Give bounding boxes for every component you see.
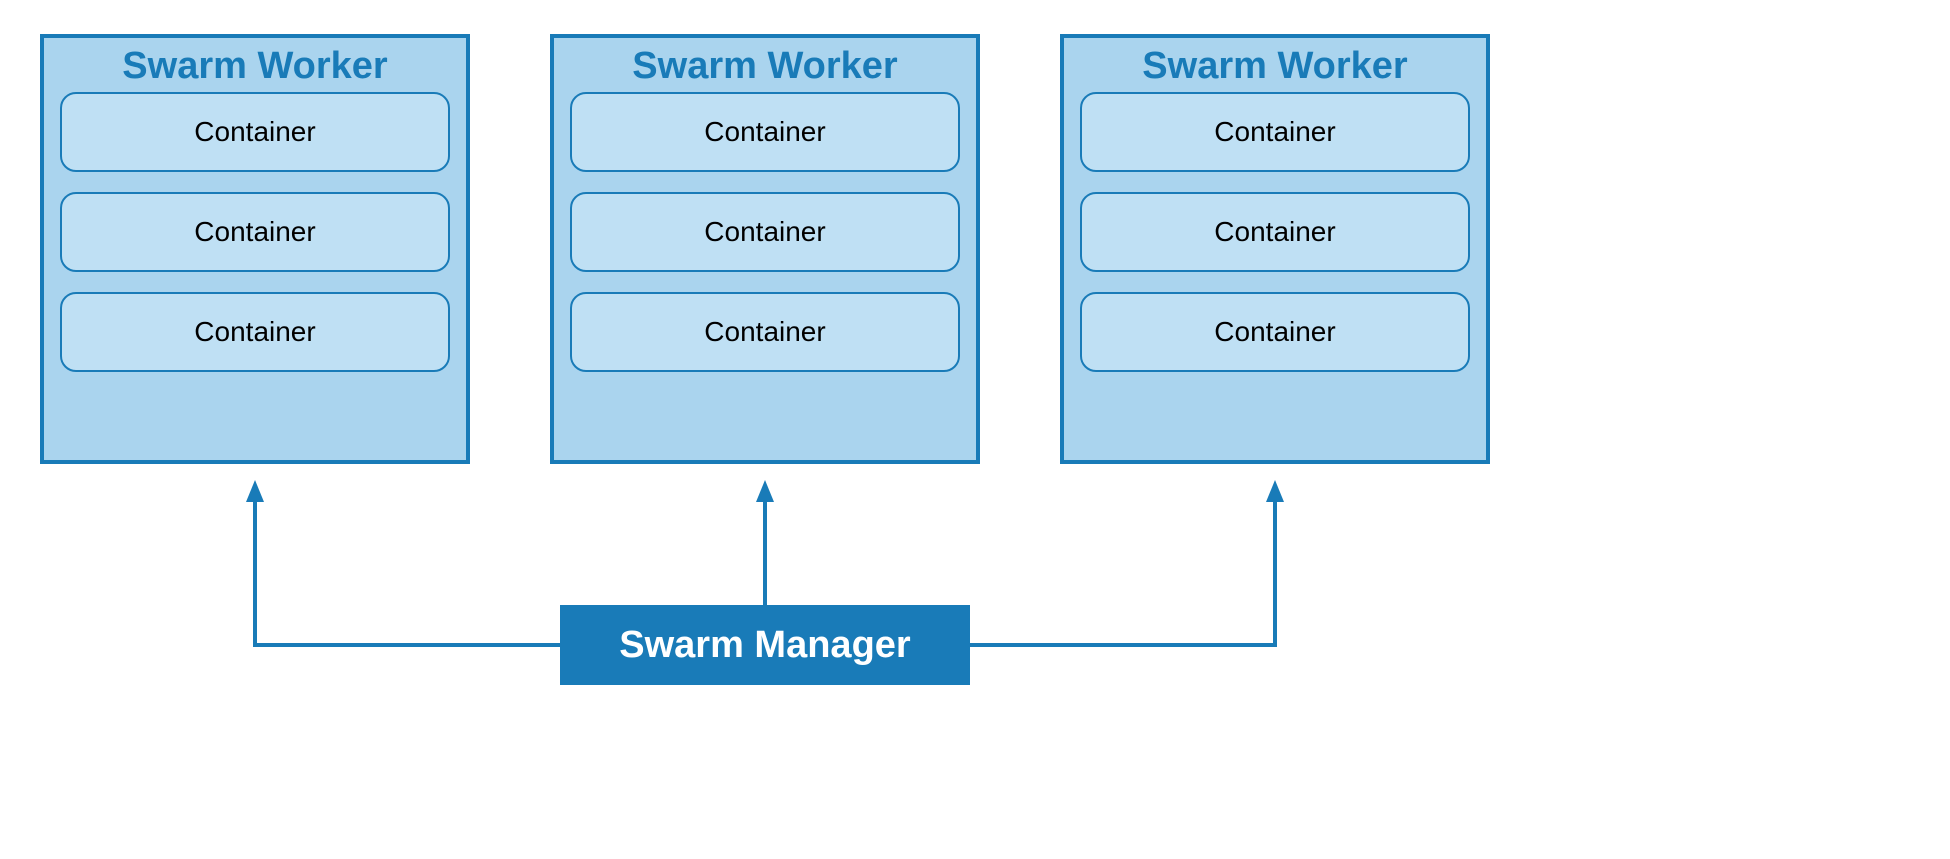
diagram-canvas: Swarm Worker Container Container Container S… (0, 0, 1950, 859)
container-label: Container (1214, 216, 1335, 248)
container-box: Container (570, 192, 960, 272)
swarm-worker-title: Swarm Worker (554, 40, 976, 92)
edge-arrowhead-icon (756, 480, 774, 502)
edge-arrowhead-icon (1266, 480, 1284, 502)
container-label: Container (194, 216, 315, 248)
container-label: Container (704, 116, 825, 148)
container-box: Container (60, 292, 450, 372)
container-box: Container (1080, 192, 1470, 272)
container-box: Container (1080, 292, 1470, 372)
container-box: Container (60, 192, 450, 272)
container-label: Container (1214, 116, 1335, 148)
container-label: Container (704, 316, 825, 348)
container-label: Container (1214, 316, 1335, 348)
swarm-manager-label: Swarm Manager (619, 624, 910, 667)
container-box: Container (60, 92, 450, 172)
swarm-worker-title: Swarm Worker (1064, 40, 1486, 92)
swarm-manager-node: Swarm Manager (560, 605, 970, 685)
edge-line (970, 493, 1275, 645)
edge-line (255, 493, 560, 645)
swarm-worker-title: Swarm Worker (44, 40, 466, 92)
container-label: Container (194, 116, 315, 148)
container-box: Container (1080, 92, 1470, 172)
edge-arrowhead-icon (246, 480, 264, 502)
container-box: Container (570, 92, 960, 172)
container-label: Container (704, 216, 825, 248)
container-label: Container (194, 316, 315, 348)
container-box: Container (570, 292, 960, 372)
